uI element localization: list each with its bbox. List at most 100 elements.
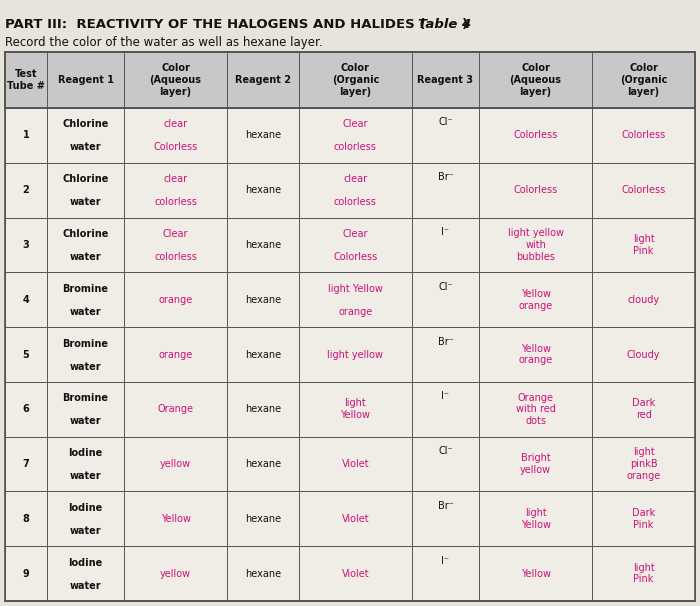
Text: Br⁻: Br⁻ xyxy=(438,336,454,347)
Text: Yellow: Yellow xyxy=(160,514,190,524)
Bar xyxy=(5,491,695,546)
Text: water: water xyxy=(70,362,101,371)
Bar xyxy=(5,437,695,491)
Text: Iodine: Iodine xyxy=(69,558,103,568)
Text: colorless: colorless xyxy=(154,197,197,207)
Text: clear: clear xyxy=(343,174,368,184)
Bar xyxy=(5,108,695,163)
Text: hexane: hexane xyxy=(245,568,281,579)
Text: 4: 4 xyxy=(22,295,29,305)
Text: hexane: hexane xyxy=(245,130,281,141)
Text: PART III:  REACTIVITY OF THE HALOGENS AND HALIDES (: PART III: REACTIVITY OF THE HALOGENS AND… xyxy=(5,18,426,31)
Bar xyxy=(5,546,695,601)
Text: Yellow
orange: Yellow orange xyxy=(519,344,553,365)
Text: colorless: colorless xyxy=(334,197,377,207)
Text: light
pinkB
orange: light pinkB orange xyxy=(626,447,661,481)
Text: light
Pink: light Pink xyxy=(633,563,655,584)
Text: Violet: Violet xyxy=(342,514,369,524)
Text: Color
(Aqueous
layer): Color (Aqueous layer) xyxy=(510,64,561,96)
Text: 6: 6 xyxy=(22,404,29,415)
Text: ): ) xyxy=(462,18,468,31)
Text: yellow: yellow xyxy=(160,459,191,469)
Bar xyxy=(5,382,695,437)
Text: colorless: colorless xyxy=(334,142,377,153)
Text: light
Yellow: light Yellow xyxy=(521,508,550,530)
Text: 2: 2 xyxy=(22,185,29,195)
Text: Color
(Organic
layer): Color (Organic layer) xyxy=(620,64,667,96)
Text: hexane: hexane xyxy=(245,404,281,415)
Text: light
Pink: light Pink xyxy=(633,234,655,256)
Text: Clear: Clear xyxy=(342,229,368,239)
Text: light yellow: light yellow xyxy=(328,350,384,359)
Text: Bromine: Bromine xyxy=(62,339,108,348)
Text: 3: 3 xyxy=(22,240,29,250)
Bar xyxy=(5,327,695,382)
Text: 8: 8 xyxy=(22,514,29,524)
Text: Chlorine: Chlorine xyxy=(62,174,108,184)
Text: light yellow
with
bubbles: light yellow with bubbles xyxy=(508,228,564,262)
Text: Yellow
orange: Yellow orange xyxy=(519,289,553,310)
Text: Bromine: Bromine xyxy=(62,284,108,294)
Text: Clear: Clear xyxy=(342,119,368,130)
Text: light
Yellow: light Yellow xyxy=(340,399,370,420)
Text: Cl⁻: Cl⁻ xyxy=(438,446,453,456)
Text: colorless: colorless xyxy=(154,252,197,262)
Text: Colorless: Colorless xyxy=(622,130,666,141)
Text: 7: 7 xyxy=(22,459,29,469)
Bar xyxy=(5,52,695,108)
Text: Colorless: Colorless xyxy=(153,142,197,153)
Text: hexane: hexane xyxy=(245,459,281,469)
Text: water: water xyxy=(70,197,101,207)
Text: yellow: yellow xyxy=(160,568,191,579)
Text: Colorless: Colorless xyxy=(622,185,666,195)
Bar xyxy=(5,163,695,218)
Text: I⁻: I⁻ xyxy=(442,556,449,565)
Text: 9: 9 xyxy=(22,568,29,579)
Text: clear: clear xyxy=(164,174,188,184)
Text: Iodine: Iodine xyxy=(69,503,103,513)
Text: Test
Tube #: Test Tube # xyxy=(7,69,45,91)
Text: hexane: hexane xyxy=(245,295,281,305)
Text: water: water xyxy=(70,252,101,262)
Text: water: water xyxy=(70,307,101,317)
Text: Colorless: Colorless xyxy=(333,252,377,262)
Text: Clear: Clear xyxy=(163,229,188,239)
Text: Br⁻: Br⁻ xyxy=(438,172,454,182)
Text: Chlorine: Chlorine xyxy=(62,119,108,130)
Text: Record the color of the water as well as hexane layer.: Record the color of the water as well as… xyxy=(5,36,323,49)
Text: hexane: hexane xyxy=(245,240,281,250)
Text: Reagent 1: Reagent 1 xyxy=(57,75,113,85)
Text: Orange
with red
dots: Orange with red dots xyxy=(516,393,556,426)
Text: Colorless: Colorless xyxy=(513,185,558,195)
Text: orange: orange xyxy=(338,307,372,317)
Text: Reagent 2: Reagent 2 xyxy=(235,75,291,85)
Text: Orange: Orange xyxy=(158,404,194,415)
Text: water: water xyxy=(70,581,101,591)
Text: Iodine: Iodine xyxy=(69,448,103,458)
Text: I⁻: I⁻ xyxy=(442,391,449,401)
Text: 5: 5 xyxy=(22,350,29,359)
Text: Bromine: Bromine xyxy=(62,393,108,404)
Text: Color
(Aqueous
layer): Color (Aqueous layer) xyxy=(150,64,202,96)
Text: Violet: Violet xyxy=(342,459,369,469)
Text: hexane: hexane xyxy=(245,514,281,524)
Text: water: water xyxy=(70,142,101,153)
Text: Cloudy: Cloudy xyxy=(627,350,660,359)
Text: Cl⁻: Cl⁻ xyxy=(438,282,453,291)
Text: hexane: hexane xyxy=(245,185,281,195)
Bar xyxy=(5,272,695,327)
Text: Cl⁻: Cl⁻ xyxy=(438,118,453,127)
Text: Br⁻: Br⁻ xyxy=(438,501,454,511)
Text: Chlorine: Chlorine xyxy=(62,229,108,239)
Text: water: water xyxy=(70,416,101,427)
Text: cloudy: cloudy xyxy=(628,295,659,305)
Text: Dark
red: Dark red xyxy=(632,399,655,420)
Text: Reagent 3: Reagent 3 xyxy=(417,75,473,85)
Text: Bright
yellow: Bright yellow xyxy=(520,453,551,475)
Text: Dark
Pink: Dark Pink xyxy=(632,508,655,530)
Text: water: water xyxy=(70,471,101,481)
Text: light Yellow: light Yellow xyxy=(328,284,383,294)
Bar xyxy=(5,218,695,272)
Text: I⁻: I⁻ xyxy=(442,227,449,237)
Text: Colorless: Colorless xyxy=(513,130,558,141)
